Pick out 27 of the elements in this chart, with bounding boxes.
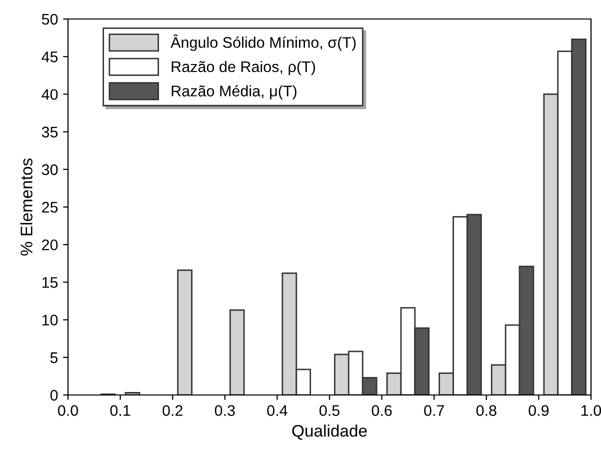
x-tick-label: 0.8 [476,405,496,416]
y-tick-label: 5 [50,352,58,364]
x-tick-label: 0.7 [424,405,444,416]
y-tick-label: 15 [42,277,58,288]
legend-label: Razão Média, μ(T) [172,85,296,100]
y-tick-label: 50 [42,14,58,25]
x-tick-label: 1.0 [582,405,601,416]
x-tick-label: 0.9 [528,405,549,416]
y-tick-label: 25 [42,202,58,213]
x-tick-label: 0.3 [214,405,235,416]
y-tick-label: 10 [42,314,58,326]
x-tick-label: 0.1 [110,405,130,416]
legend-label: Ângulo Sólido Mínimo, σ(T) [170,34,356,51]
y-tick-label: 20 [42,239,58,250]
y-tick-label: 35 [42,126,58,138]
x-tick-label: 0.6 [372,405,392,416]
y-tick-label: 40 [42,89,58,100]
x-axis-title: Qualidade [292,424,367,440]
x-tick-label: 0.2 [162,405,182,416]
y-tick-label: 0 [50,390,58,401]
x-tick-label: 0.0 [58,405,78,416]
x-tick-label: 0.5 [319,405,340,416]
y-tick-label: 45 [42,52,58,62]
legend-label: Razão de Raios, ρ(T) [172,60,315,76]
y-axis-title: % Elementos [20,158,32,256]
x-tick-label: 0.4 [267,405,288,416]
y-tick-label: 30 [42,164,58,176]
